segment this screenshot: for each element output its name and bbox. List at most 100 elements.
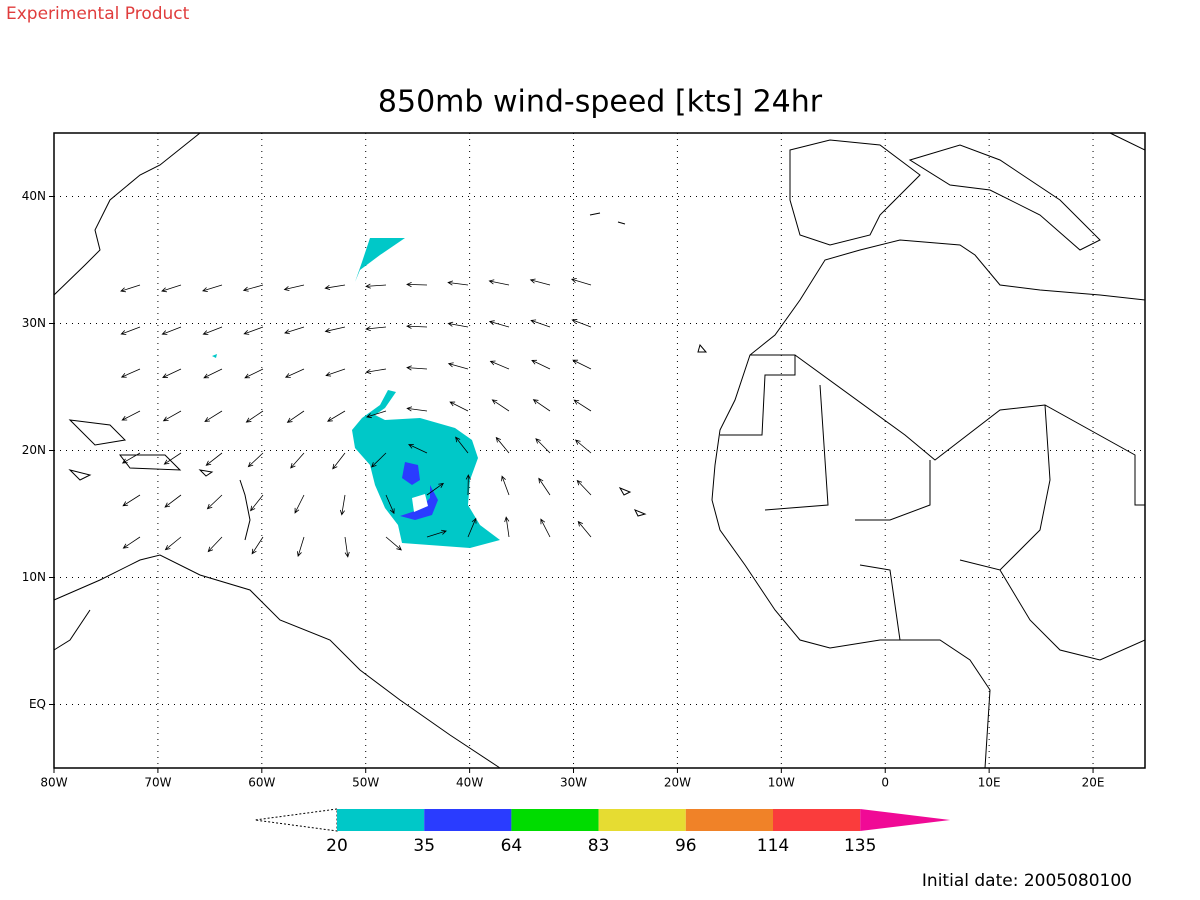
x-tick-label: 30W (560, 776, 587, 790)
africa (711, 239, 1146, 769)
wind-arrow (495, 436, 510, 454)
wind-arrow (406, 282, 428, 288)
wind-arrow (205, 452, 223, 466)
y-tick-label: 40N (22, 189, 46, 203)
y-tick-label: 30N (22, 316, 46, 330)
wind-arrow (370, 452, 387, 468)
wind-arrow (284, 368, 305, 378)
wind-arrow (286, 410, 305, 423)
wind-arrow (203, 368, 223, 379)
wind-arrow (120, 284, 141, 293)
colorbar-label: 35 (413, 836, 435, 856)
wind-arrow (465, 474, 471, 496)
y-tick-label: 10N (22, 570, 46, 584)
wind-arrow (284, 326, 305, 335)
wind-arrow (339, 494, 346, 516)
wind-arrow (121, 452, 141, 464)
colorbar-label: 114 (757, 836, 789, 856)
wind-arrow (296, 536, 305, 557)
wind-arrow (540, 518, 551, 538)
wind-arrow (455, 436, 469, 454)
north-america (53, 132, 202, 296)
wind-arrow (501, 475, 510, 496)
wind-arrow (531, 359, 551, 370)
wind-arrow (529, 278, 551, 286)
wind-arrow (426, 529, 447, 538)
y-tick-label: 20N (22, 443, 46, 457)
x-tick-label: 0 (881, 776, 889, 790)
wind-arrow (574, 439, 592, 454)
wind-arrow (283, 284, 305, 292)
wind-arrow (535, 438, 551, 454)
map: 80W 70W 60W 50W 40W 30W 20W 10W 0 10E 20E EQ 10N 20N 3… (22, 132, 1146, 790)
coastlines (53, 132, 1146, 769)
wind-arrow (122, 494, 141, 507)
wind-arrow (365, 283, 387, 289)
wind-arrow (491, 399, 510, 412)
wind-arrow (325, 368, 346, 377)
caribbean (68, 419, 251, 541)
wind-arrow (164, 494, 182, 508)
initial-date: Initial date: 2005080100 (922, 871, 1132, 891)
wind-arrow (121, 410, 141, 421)
wind-arrow (406, 323, 428, 329)
wind-arrow (406, 365, 428, 371)
wind-arrow (532, 399, 551, 412)
wind-arrow (538, 477, 551, 496)
wind-arrow (290, 452, 305, 469)
wind-arrow (449, 401, 469, 412)
colorbar-segment (511, 809, 599, 831)
wind-core (400, 485, 438, 520)
wind-arrow (204, 410, 223, 423)
borders (720, 354, 1146, 661)
wind-area (355, 238, 405, 282)
wind-arrow (161, 326, 182, 336)
wind-core (402, 462, 420, 485)
wind-arrow (324, 326, 346, 333)
x-tick-label: 50W (352, 776, 379, 790)
wind-arrow (247, 452, 264, 468)
wind-arrow (294, 494, 305, 514)
wind-arrow (488, 320, 510, 328)
experimental-note: Experimental Product (6, 4, 190, 24)
wind-arrow (332, 452, 346, 470)
map-title: 850mb wind-speed [kts] 24hr (378, 85, 823, 120)
wind-arrow (366, 410, 387, 419)
wind-arrow (467, 517, 477, 538)
map-frame (53, 132, 1146, 769)
colorbar-low-end (254, 808, 338, 832)
wind-arrow (250, 494, 264, 512)
wind-arrow (573, 399, 592, 412)
wind-arrow (242, 284, 264, 292)
colorbar-label: 96 (675, 836, 697, 856)
wind-arrow (327, 410, 346, 422)
wind-arrow (365, 368, 387, 375)
wind-arrow (488, 279, 510, 286)
wind-arrow (120, 326, 141, 335)
x-tick-label: 10E (978, 776, 1001, 790)
colorbar-segment (424, 809, 512, 831)
wind-arrow (504, 516, 510, 538)
wind-arrow (245, 410, 264, 423)
wind-arrow (447, 362, 469, 370)
x-tick-label: 40W (456, 776, 483, 790)
wind-arrow (344, 536, 350, 558)
wind-arrow (206, 494, 223, 510)
colorbar-label: 135 (844, 836, 876, 856)
wind-arrow (207, 536, 223, 553)
wind-arrow (161, 284, 182, 293)
wind-arrow (385, 536, 402, 551)
wind-arrow (530, 319, 551, 328)
wind-arrow (408, 444, 428, 454)
wind-arrow (406, 406, 428, 412)
wind-arrow (426, 482, 445, 496)
wind-arrow (202, 326, 223, 336)
x-tick-label: 70W (144, 776, 171, 790)
wind-arrow (572, 359, 592, 370)
wind-arrow (447, 280, 469, 286)
wind-arrow (163, 452, 182, 465)
wind-arrow (251, 536, 264, 555)
wind-arrow (385, 494, 395, 515)
wind-arrow (489, 360, 510, 370)
